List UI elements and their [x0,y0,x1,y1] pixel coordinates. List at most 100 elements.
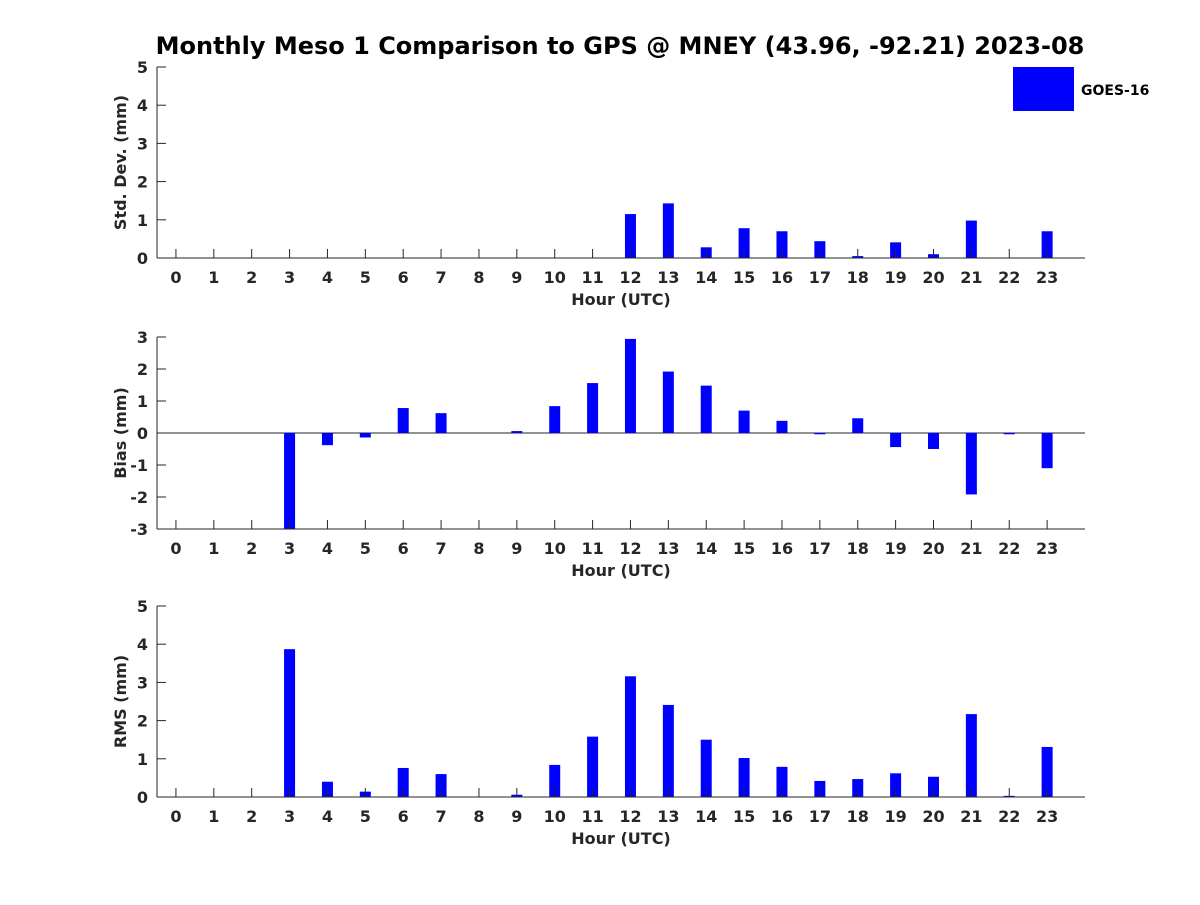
bar-hour-11 [587,736,599,797]
x-axis-label: Hour (UTC) [571,290,671,309]
y-tick-label: 0 [137,424,148,443]
x-tick-label: 17 [809,539,831,558]
x-tick-label: 18 [847,807,869,826]
x-tick-label: 12 [619,268,641,287]
x-tick-label: 20 [922,807,944,826]
y-tick-label: 4 [137,96,148,115]
bar-hour-7 [435,774,447,797]
bar-hour-10 [549,406,561,433]
x-tick-label: 12 [619,807,641,826]
y-tick-label: -1 [130,456,148,475]
y-tick-label: 2 [137,360,148,379]
x-tick-label: 20 [922,268,944,287]
chart-title: Monthly Meso 1 Comparison to GPS @ MNEY … [156,32,1085,60]
x-tick-label: 4 [322,268,333,287]
x-tick-label: 4 [322,807,333,826]
x-tick-label: 5 [360,807,371,826]
bar-hour-22 [1003,433,1015,435]
bar-hour-20 [927,433,939,449]
bar-hour-15 [738,228,750,258]
y-tick-label: 5 [137,597,148,616]
x-tick-label: 1 [208,539,219,558]
x-tick-label: 9 [511,268,522,287]
x-tick-label: 11 [581,268,603,287]
x-tick-label: 8 [473,539,484,558]
y-tick-label: 0 [137,249,148,268]
x-tick-label: 8 [473,807,484,826]
x-tick-label: 22 [998,807,1020,826]
bar-hour-19 [890,433,902,448]
x-tick-label: 0 [170,539,181,558]
bar-hour-9 [511,431,523,433]
y-tick-label: 2 [137,173,148,192]
bar-hour-10 [549,764,561,797]
bar-hour-15 [738,410,750,433]
x-tick-label: 11 [581,807,603,826]
bar-hour-21 [965,220,977,258]
x-tick-label: 7 [436,268,447,287]
bar-hour-16 [776,766,788,797]
x-tick-label: 6 [398,539,409,558]
x-tick-label: 16 [771,539,793,558]
x-tick-label: 14 [695,807,717,826]
y-tick-label: 1 [137,750,148,769]
y-tick-label: 1 [137,392,148,411]
bar-hour-12 [624,676,636,797]
bar-hour-14 [700,739,712,797]
x-tick-label: 13 [657,268,679,287]
bar-hour-14 [700,385,712,433]
x-tick-label: 22 [998,268,1020,287]
bar-hour-6 [397,767,409,797]
bar-hour-13 [662,371,674,433]
x-tick-label: 14 [695,268,717,287]
x-tick-label: 23 [1036,268,1058,287]
x-tick-label: 0 [170,268,181,287]
bar-hour-15 [738,758,750,797]
bar-hour-3 [284,649,296,797]
x-tick-label: 2 [246,539,257,558]
x-tick-label: 17 [809,807,831,826]
y-tick-label: -3 [130,520,148,539]
y-tick-label: 5 [137,58,148,77]
bar-hour-18 [852,418,864,433]
x-tick-label: 18 [847,268,869,287]
x-tick-label: 0 [170,807,181,826]
x-tick-label: 19 [884,539,906,558]
x-tick-label: 11 [581,539,603,558]
x-tick-label: 12 [619,539,641,558]
x-tick-label: 9 [511,539,522,558]
x-tick-label: 15 [733,807,755,826]
x-tick-label: 10 [544,268,566,287]
y-tick-label: -2 [130,488,148,507]
x-tick-label: 16 [771,268,793,287]
y-tick-label: 4 [137,635,148,654]
bar-hour-12 [624,214,636,258]
y-tick-label: 3 [137,134,148,153]
y-axis-label: Std. Dev. (mm) [111,95,130,230]
x-tick-label: 2 [246,268,257,287]
bar-hour-23 [1041,746,1053,797]
y-tick-label: 3 [137,328,148,347]
x-tick-label: 8 [473,268,484,287]
bar-hour-16 [776,420,788,433]
x-tick-label: 2 [246,807,257,826]
x-tick-label: 7 [436,539,447,558]
x-tick-label: 5 [360,268,371,287]
x-tick-label: 15 [733,539,755,558]
bar-hour-3 [284,433,296,529]
y-tick-label: 0 [137,788,148,807]
x-tick-label: 6 [398,807,409,826]
x-tick-label: 23 [1036,539,1058,558]
x-tick-label: 13 [657,807,679,826]
x-tick-label: 21 [960,807,982,826]
legend-label: GOES-16 [1081,83,1149,99]
x-tick-label: 20 [922,539,944,558]
x-tick-label: 19 [884,807,906,826]
legend: GOES-16 [1013,67,1149,111]
x-tick-label: 3 [284,807,295,826]
